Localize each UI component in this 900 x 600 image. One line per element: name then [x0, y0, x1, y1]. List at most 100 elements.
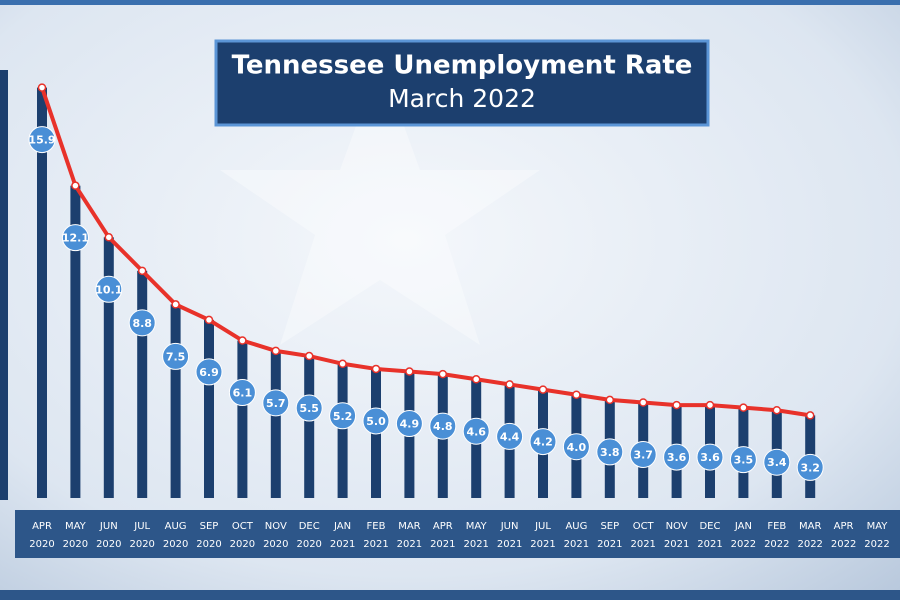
line-point	[37, 83, 47, 92]
bar	[270, 350, 281, 498]
x-tick-label: OCT 2020	[230, 521, 255, 550]
x-tick-label: JUN 2020	[96, 521, 121, 550]
value-label: 3.4	[767, 456, 787, 469]
x-tick-label: MAY 2020	[63, 521, 88, 550]
value-label: 3.6	[700, 451, 720, 464]
x-tick-label: NOV 2020	[263, 521, 288, 550]
chart-subtitle: March 2022	[388, 84, 536, 113]
label-bubble	[562, 433, 590, 461]
value-label: 10.1	[95, 283, 122, 296]
x-tick-label: AUG 2021	[564, 521, 589, 550]
axis-band	[15, 510, 900, 558]
line-point	[171, 300, 180, 309]
line-point	[638, 398, 648, 407]
value-label: 6.9	[199, 366, 219, 379]
line-point	[204, 315, 214, 325]
line	[40, 86, 811, 418]
label-bubble	[462, 417, 490, 445]
x-tick-label: JAN 2021	[330, 521, 355, 550]
line-point	[705, 400, 715, 410]
value-label: 8.8	[132, 317, 152, 330]
line-point	[605, 395, 615, 405]
title-box	[214, 39, 710, 127]
x-tick-label: JAN 2022	[731, 521, 756, 550]
label-bubble	[329, 402, 357, 430]
line-point	[238, 336, 247, 345]
x-tick-label: MAY 2022	[864, 521, 889, 550]
label-bubble	[663, 443, 691, 471]
x-tick-label: DEC 2021	[697, 521, 722, 550]
value-label: 4.2	[533, 436, 553, 449]
label-bubble	[763, 448, 791, 476]
line-point	[538, 385, 548, 394]
value-label: 4.0	[567, 441, 587, 454]
line-point	[304, 351, 314, 361]
bar	[103, 237, 114, 498]
x-tick-label: JUN 2021	[497, 521, 522, 550]
line-point	[371, 364, 381, 374]
x-tick-label: NOV 2021	[664, 521, 689, 550]
label-bubble	[362, 407, 390, 435]
label-bubble	[496, 422, 524, 450]
x-tick-label: DEC 2020	[296, 521, 321, 550]
x-tick-label: MAY 2021	[463, 521, 488, 550]
x-tick-label: JUL 2021	[530, 521, 555, 550]
value-label: 3.5	[734, 454, 754, 467]
label-bubble	[262, 389, 290, 417]
label-bubble	[95, 275, 123, 303]
value-label: 5.0	[366, 415, 386, 428]
left-edge	[0, 70, 8, 500]
label-bubble	[696, 443, 724, 471]
line-point	[471, 375, 481, 384]
x-tick-label: MAR 2021	[397, 521, 422, 550]
x-tick-label: AUG 2020	[163, 521, 188, 550]
x-tick-label: FEB 2021	[363, 521, 388, 550]
x-tick-label: APR 2022	[831, 521, 856, 550]
line-point	[438, 369, 448, 379]
line-point	[338, 359, 347, 369]
x-tick-label: JUL 2020	[129, 521, 154, 550]
label-bubble	[228, 379, 256, 407]
value-label: 4.6	[466, 425, 486, 438]
label-bubble	[295, 394, 323, 422]
bar	[37, 87, 47, 499]
line-point	[104, 233, 114, 242]
bar	[237, 340, 248, 498]
x-tick-label: SEP 2020	[196, 521, 221, 550]
line-point	[137, 266, 147, 276]
label-bubble	[128, 309, 156, 337]
chart-title: Tennessee Unemployment Rate	[232, 51, 693, 81]
value-label: 3.6	[667, 451, 687, 464]
line-point	[739, 403, 748, 412]
line-point	[672, 400, 681, 410]
label-bubble	[429, 412, 457, 440]
value-label: 5.2	[333, 410, 353, 423]
x-tick-label: SEP 2021	[597, 521, 622, 550]
value-label: 3.2	[800, 461, 820, 474]
bottom-band	[0, 590, 900, 600]
line-point	[572, 390, 581, 399]
value-label: 4.4	[500, 430, 520, 443]
bar	[337, 363, 348, 498]
label-bubble	[796, 453, 824, 481]
label-bubble	[195, 358, 223, 386]
x-tick-label: MAR 2022	[797, 521, 822, 550]
label-bubble	[395, 410, 423, 438]
x-tick-label: APR 2020	[29, 521, 54, 550]
value-label: 4.9	[400, 418, 420, 431]
bar	[204, 319, 214, 498]
x-tick-label: APR 2021	[430, 521, 455, 550]
x-tick-label: OCT 2021	[630, 521, 655, 550]
top-band	[0, 0, 900, 5]
bar	[170, 304, 181, 498]
label-bubble	[28, 126, 56, 154]
value-label: 5.7	[266, 397, 286, 410]
line-point	[271, 346, 281, 356]
label-bubble	[529, 428, 557, 456]
label-bubble	[729, 446, 757, 474]
line-point	[805, 411, 815, 420]
bar	[70, 185, 81, 498]
bar	[137, 270, 148, 498]
line-point	[772, 405, 782, 415]
label-bubble	[61, 224, 89, 252]
